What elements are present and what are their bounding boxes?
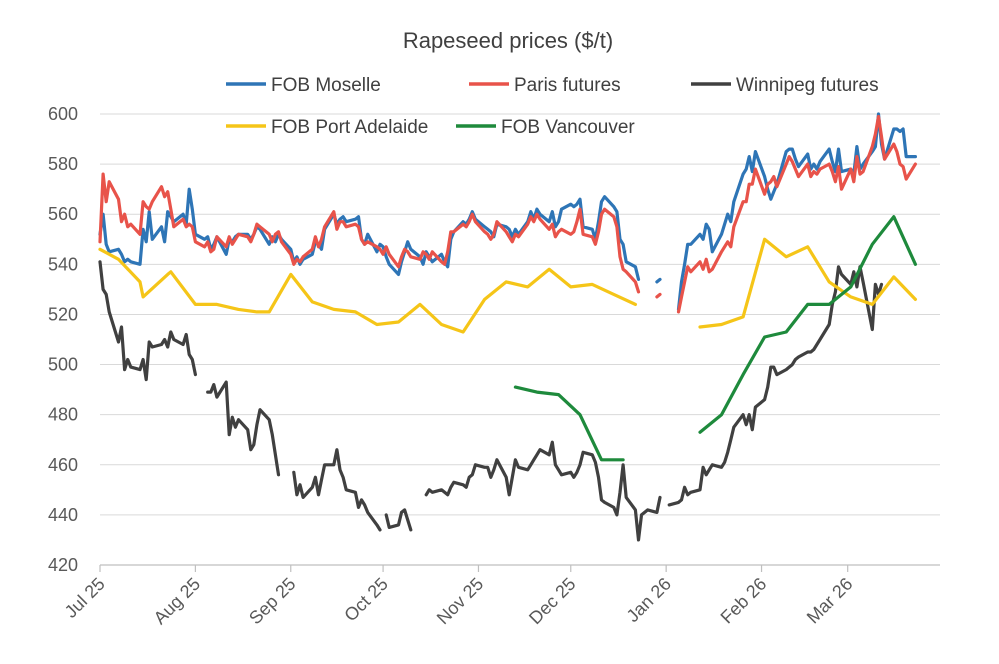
y-tick-label: 520 (48, 304, 78, 324)
series-line-winnipeg-futures (667, 265, 884, 507)
series-line-winnipeg-futures (424, 440, 662, 542)
y-axis: 420 440 460 480 500 520 540 560 580 600 (48, 104, 78, 575)
x-tick-label: Dec 25 (525, 574, 579, 628)
x-tick-label: Aug 25 (150, 574, 204, 628)
x-tick-label: Mar 26 (803, 574, 857, 628)
x-tick-label: Oct 25 (340, 574, 392, 626)
series-lines (98, 112, 917, 542)
y-tick-label: 480 (48, 405, 78, 425)
series-line-fob-port-adelaide (98, 247, 637, 334)
x-axis: Jul 25 Aug 25 Sep 25 Oct 25 Nov 25 Dec 25 Jan … (61, 564, 940, 628)
y-tick-label: 580 (48, 154, 78, 174)
series-line-fob-moselle (98, 187, 641, 281)
legend-label-paris-futures: Paris futures (514, 75, 621, 96)
series-line-paris-futures (676, 114, 917, 314)
y-tick-label: 420 (48, 555, 78, 575)
y-tick-label: 460 (48, 455, 78, 475)
series-line-winnipeg-futures (292, 448, 382, 532)
series-line-fob-port-adelaide (698, 237, 917, 329)
series-line-paris-futures (98, 172, 641, 294)
legend: FOB Moselle Paris futures Winnipeg futures… (226, 75, 879, 138)
y-tick-label: 560 (48, 204, 78, 224)
y-tick-label: 500 (48, 355, 78, 375)
series-line-winnipeg-futures (384, 508, 413, 532)
series-line-fob-vancouver (513, 385, 625, 462)
chart-title: Rapeseed prices ($/t) (403, 28, 613, 53)
legend-label-fob-vancouver: FOB Vancouver (501, 117, 635, 138)
x-tick-label: Nov 25 (433, 574, 487, 628)
y-tick-label: 540 (48, 254, 78, 274)
legend-label-fob-moselle: FOB Moselle (271, 75, 381, 96)
series-line-winnipeg-futures (206, 380, 281, 477)
series-line-fob-moselle (655, 277, 662, 284)
x-tick-label: Jul 25 (61, 574, 109, 622)
y-tick-label: 440 (48, 505, 78, 525)
series-line-winnipeg-futures (98, 260, 197, 382)
y-tick-label: 600 (48, 104, 78, 124)
series-line-paris-futures (655, 292, 662, 299)
x-tick-label: Feb 26 (717, 574, 771, 628)
series-line-fob-moselle (676, 112, 917, 311)
legend-label-fob-port-adelaide: FOB Port Adelaide (271, 117, 428, 138)
x-tick-label: Sep 25 (245, 574, 299, 628)
series-line-fob-vancouver (698, 215, 917, 434)
x-tick-label: Jan 26 (623, 574, 675, 626)
legend-label-winnipeg-futures: Winnipeg futures (736, 75, 879, 96)
